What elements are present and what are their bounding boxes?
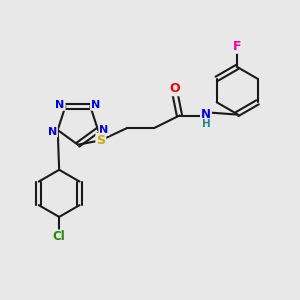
Text: N: N (56, 100, 65, 110)
Text: N: N (91, 100, 100, 110)
Text: S: S (96, 134, 105, 147)
Text: O: O (170, 82, 180, 95)
Text: Cl: Cl (53, 230, 65, 243)
Text: N: N (48, 127, 57, 136)
Text: F: F (233, 40, 242, 53)
Text: N: N (201, 109, 211, 122)
Text: H: H (202, 119, 210, 129)
Text: N: N (99, 125, 109, 135)
